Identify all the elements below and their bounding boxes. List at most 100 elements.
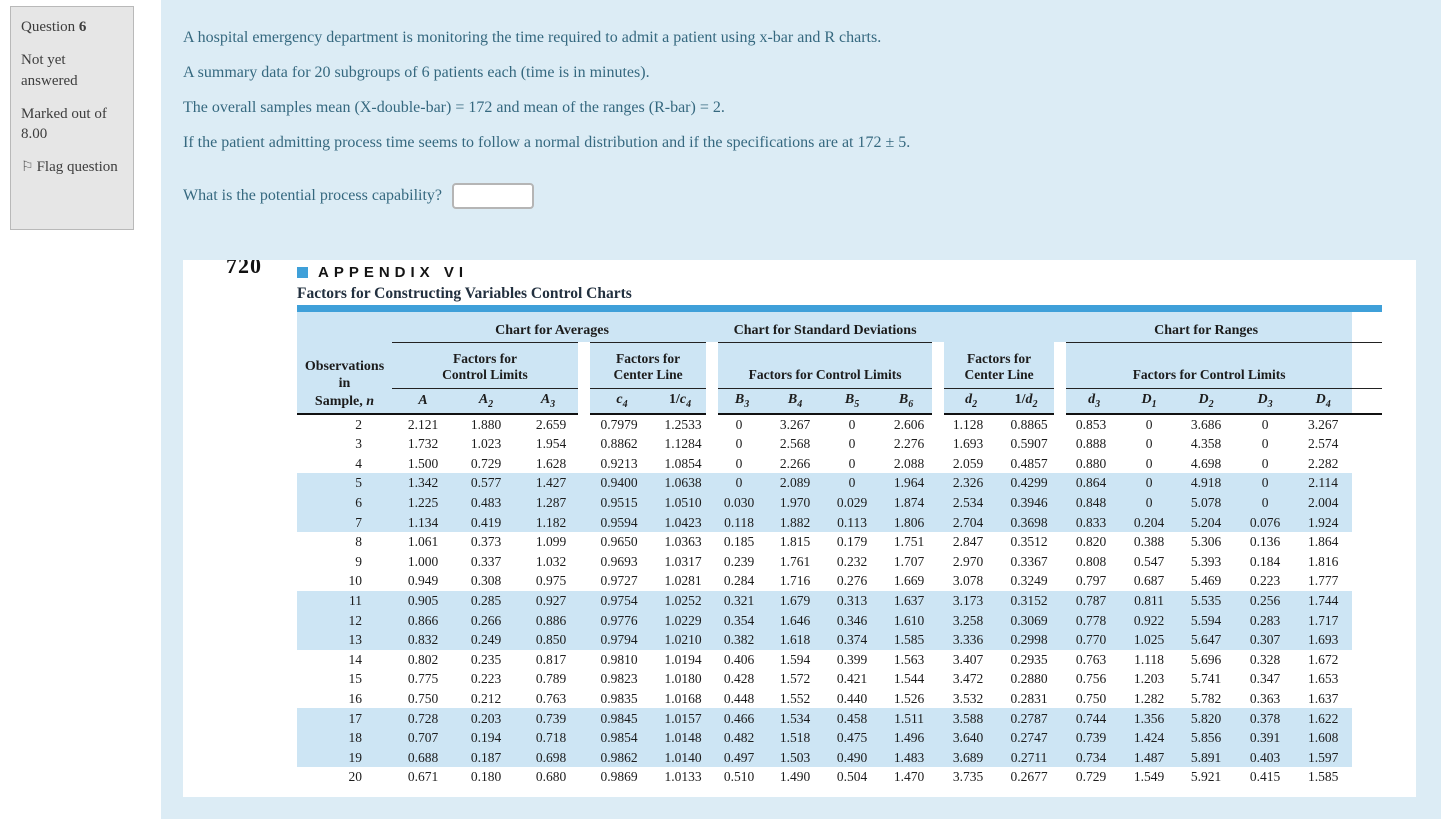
factor-value-cell: 0.180 [454,767,518,787]
row-spacer [1352,414,1383,434]
sample-size-cell: 12 [297,610,392,630]
factor-value-cell: 0.9823 [584,669,654,689]
factor-value-cell: 0 [824,434,881,454]
factor-value-cell: 1.544 [880,669,939,689]
factor-value-cell: 1.526 [880,688,939,709]
factor-value-cell: 3.407 [938,649,999,670]
factor-value-cell: 2.282 [1294,453,1353,474]
row-spacer [1352,747,1383,768]
factor-value-cell: 0.2831 [998,688,1061,709]
factor-value-cell: 1.534 [766,708,825,728]
factor-value-cell: 0.223 [1236,571,1295,591]
factor-value-cell: 0.2747 [998,727,1061,748]
factor-value-cell: 0.321 [712,590,767,611]
factor-value-cell: 0.9400 [584,473,654,493]
factor-value-cell: 0.778 [1060,610,1123,630]
factor-value-cell: 1.0133 [654,767,713,787]
factor-value-cell: 0 [1236,453,1295,474]
row-spacer [1352,629,1383,650]
factor-value-cell: 0.2935 [998,649,1061,670]
factor-value-cell: 1.874 [880,492,939,513]
appendix-title: APPENDIX VI [318,264,469,281]
factor-value-cell: 2.568 [766,434,825,454]
factor-value-cell: 3.588 [938,708,999,728]
row-spacer [1352,708,1383,728]
factor-value-cell: 1.618 [766,629,825,650]
factor-value-cell: 0.9776 [584,610,654,630]
sample-size-cell: 13 [297,629,392,650]
factor-value-cell: 3.532 [938,688,999,709]
factor-value-cell: 1.864 [1294,531,1353,552]
answer-input[interactable] [452,183,535,209]
factor-value-cell: 1.622 [1294,708,1353,728]
sub-header-center-line-ranges: Factors for Center Line [932,342,1061,389]
flag-question-link[interactable]: ⚐ Flag question [21,159,118,176]
factor-value-cell: 0 [824,453,881,474]
factor-value-cell: 3.258 [938,610,999,630]
factor-value-cell: 1.0854 [654,453,713,474]
factor-value-cell: 0 [824,414,881,434]
factor-value-cell: 1.597 [1294,747,1353,768]
flag-icon: ⚐ [21,160,34,176]
factor-value-cell: 0.378 [1236,708,1295,728]
factor-value-cell: 0.739 [1060,727,1123,748]
factor-value-cell: 0.184 [1236,551,1295,572]
factor-value-cell: 1.2533 [654,414,713,434]
sample-size-cell: 11 [297,590,392,611]
factor-value-cell: 1.777 [1294,571,1353,591]
factor-value-cell: 0.808 [1060,551,1123,572]
factor-value-cell: 0.9835 [584,688,654,709]
factor-value-cell: 1.552 [766,688,825,709]
factor-value-cell: 0.9854 [584,727,654,748]
factor-value-cell: 0.3069 [998,610,1061,630]
factor-value-cell: 1.954 [518,434,584,454]
factor-value-cell: 0.853 [1060,414,1123,434]
factor-value-cell: 1.653 [1294,669,1353,689]
factor-value-cell: 2.114 [1294,473,1353,493]
factor-value-cell: 2.659 [518,414,584,434]
column-letter: d2 [932,388,999,415]
factor-value-cell: 0.718 [518,727,584,748]
table-row: 18 0.707 0.194 0.718 0.9854 1.0148 0.482 1.518 0… [297,727,1383,748]
group-header-ranges: Chart for Ranges [1060,312,1353,343]
factor-value-cell: 0.3249 [998,571,1061,591]
factor-value-cell: 1.0140 [654,747,713,768]
factor-value-cell: 0.283 [1236,610,1295,630]
header-spacer [1352,342,1383,389]
factor-value-cell: 1.0194 [654,649,713,670]
factor-value-cell: 0.850 [518,629,584,650]
factor-value-cell: 0.744 [1060,708,1123,728]
factor-value-cell: 2.089 [766,473,825,493]
factor-value-cell: 2.970 [938,551,999,572]
factor-value-cell: 0.363 [1236,688,1295,709]
factor-value-cell: 0.547 [1122,551,1177,572]
sample-size-cell: 6 [297,492,392,513]
row-spacer [1352,590,1383,611]
factor-value-cell: 0.328 [1236,649,1295,670]
factor-value-cell: 0.820 [1060,531,1123,552]
factor-value-cell: 1.503 [766,747,825,768]
factor-value-cell: 1.0148 [654,727,713,748]
factor-value-cell: 1.134 [392,512,454,532]
factor-value-cell: 3.686 [1176,414,1237,434]
factor-value-cell: 0.482 [712,727,767,748]
factor-value-cell: 4.698 [1176,453,1237,474]
factor-value-cell: 2.266 [766,453,825,474]
factor-value-cell: 0.249 [454,629,518,650]
page-number: 720 [226,260,262,278]
factor-value-cell: 0.448 [712,688,767,709]
factor-value-cell: 0.688 [392,747,454,768]
factor-value-cell: 0.399 [824,649,881,670]
sample-size-cell: 8 [297,531,392,552]
factor-value-cell: 0.391 [1236,727,1295,748]
factor-value-cell: 1.0252 [654,590,713,611]
factor-value-cell: 2.847 [938,531,999,552]
table-row: 7 1.134 0.419 1.182 0.9594 1.0423 0.118 1.882 0.… [297,512,1383,532]
table-row: 14 0.802 0.235 0.817 0.9810 1.0194 0.406 1.594 0… [297,649,1383,670]
factor-value-cell: 0.9754 [584,590,654,611]
table-row: 20 0.671 0.180 0.680 0.9869 1.0133 0.510 1.490 0… [297,767,1383,787]
factor-value-cell: 0.374 [824,629,881,650]
factor-value-cell: 1.0229 [654,610,713,630]
sample-size-cell: 3 [297,434,392,454]
factor-value-cell: 0.577 [454,473,518,493]
